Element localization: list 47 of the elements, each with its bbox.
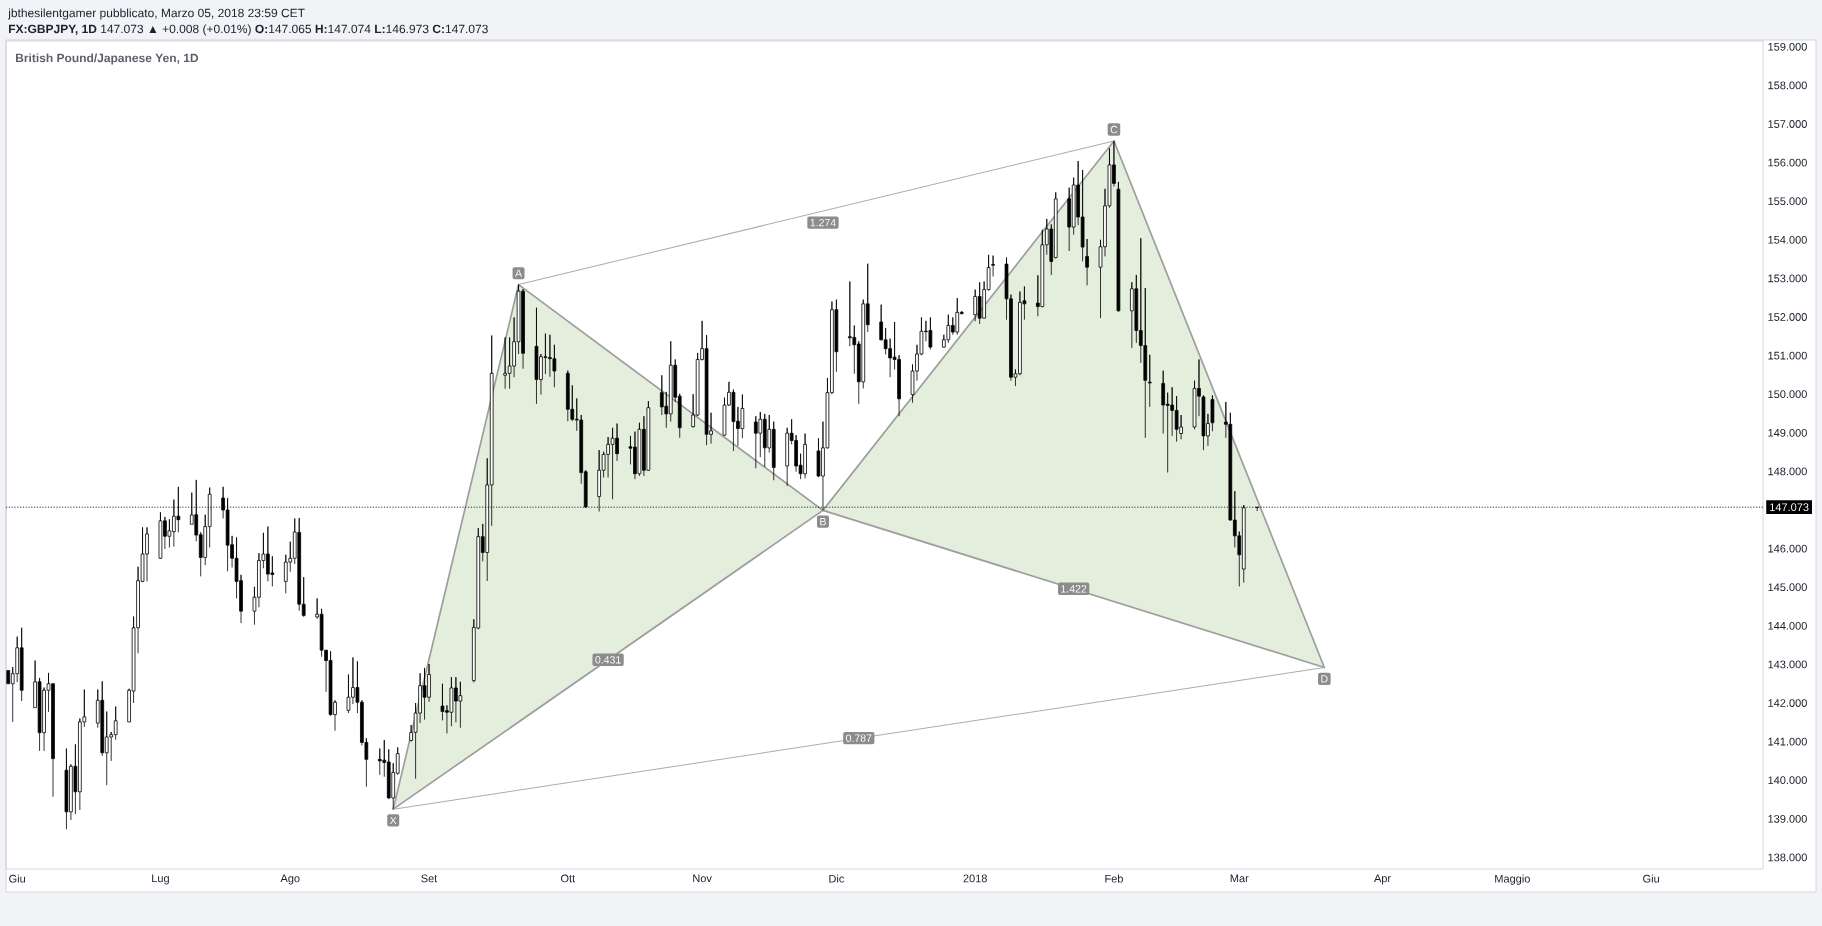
y-tick-label: 148.000 (1768, 467, 1807, 476)
y-tick-label: 145.000 (1768, 583, 1807, 592)
x-tick-label: Mar (1230, 874, 1249, 883)
y-tick-label: 158.000 (1768, 81, 1807, 90)
x-tick-label: Maggio (1495, 874, 1530, 885)
annotation: D (1321, 675, 1328, 683)
y-tick-label: 138.000 (1768, 853, 1807, 862)
y-tick-label: 149.000 (1768, 428, 1807, 437)
annotation: 0.787 (846, 734, 872, 742)
y-tick-label: 142.000 (1768, 699, 1807, 707)
y-tick-label: 141.000 (1768, 737, 1807, 746)
y-tick-label: 155.000 (1768, 197, 1807, 206)
text: FX:GBPJPY, 1D 147.073 ▲ +0.008 (+0.01%) O:147.065 H:147.074 L:146.973 C:147.073 (9, 24, 488, 36)
y-tick-label: 140.000 (1768, 776, 1807, 785)
annotation: 0.431 (595, 656, 621, 664)
y-tick-label: 152.000 (1768, 313, 1807, 321)
x-tick-label: Ago (280, 874, 300, 885)
y-tick-label: 144.000 (1768, 621, 1807, 630)
y-tick-label: 154.000 (1768, 235, 1807, 244)
annotation: 1.422 (1061, 585, 1087, 593)
x-tick-label: Nov (693, 874, 712, 883)
annotation: A (515, 269, 523, 277)
annotation: 1.274 (810, 218, 836, 227)
x-tick-label: Ott (560, 874, 576, 883)
y-tick-label: 157.000 (1768, 120, 1807, 128)
ref-line-label: 147.073 (1770, 503, 1809, 512)
y-tick-label: 150.000 (1768, 390, 1807, 399)
y-tick-label: 139.000 (1768, 814, 1807, 823)
annotation: X (389, 816, 397, 825)
x-tick-label: Giu (1643, 874, 1659, 883)
y-tick-label: 156.000 (1768, 158, 1807, 167)
x-tick-label: Lug (152, 874, 169, 885)
y-tick-label: 159.000 (1768, 42, 1807, 51)
annotation: B (820, 518, 826, 526)
y-tick-label: 151.000 (1768, 351, 1807, 360)
text: British Pound/Japanese Yen, 1D (16, 53, 199, 65)
x-tick-label: Apr (1373, 874, 1391, 885)
x-tick-label: Set (421, 874, 438, 883)
x-tick-label: Feb (1105, 874, 1123, 883)
annotation: C (1110, 125, 1118, 134)
y-tick-label: 153.000 (1768, 274, 1807, 283)
x-tick-label: Giu (9, 874, 26, 883)
x-tick-label: Dic (829, 874, 845, 883)
y-tick-label: 146.000 (1768, 544, 1807, 553)
x-tick-label: 2018 (963, 874, 987, 883)
text: jbthesilentgamer pubblicato, Marzo 05, 2018 23:59 CET (7, 8, 305, 20)
y-tick-label: 143.000 (1768, 660, 1807, 669)
